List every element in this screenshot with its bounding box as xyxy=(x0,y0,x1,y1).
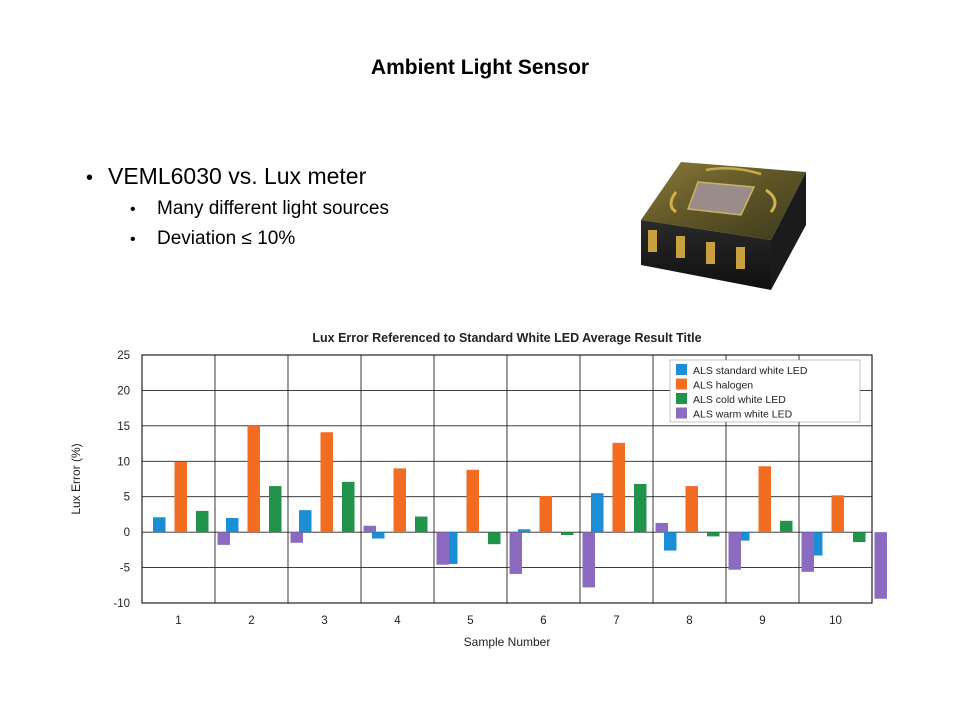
legend-label: ALS halogen xyxy=(693,380,753,392)
x-tick-label: 7 xyxy=(613,615,619,627)
bar xyxy=(831,495,844,533)
bar xyxy=(153,517,166,533)
bar xyxy=(685,486,698,533)
bullet-item: • VEML6030 vs. Lux meter xyxy=(86,163,389,190)
bar xyxy=(591,493,604,533)
legend-swatch xyxy=(676,364,687,375)
legend-label: ALS warm white LED xyxy=(693,409,793,421)
bar xyxy=(655,522,668,533)
x-axis-label: Sample Number xyxy=(464,635,551,649)
y-tick-label: 20 xyxy=(117,385,130,397)
y-tick-label: 25 xyxy=(117,350,130,362)
sub-bullet-item: • Many different light sources xyxy=(130,198,389,220)
legend-swatch xyxy=(676,407,687,419)
bar xyxy=(320,432,333,533)
bar xyxy=(466,469,479,533)
y-axis-label: Lux Error (%) xyxy=(69,443,83,514)
legend-label: ALS cold white LED xyxy=(693,394,786,406)
x-tick-label: 9 xyxy=(759,615,765,627)
y-tick-label: 15 xyxy=(117,421,130,433)
y-tick-label: 5 xyxy=(124,492,130,504)
bar xyxy=(707,532,720,537)
bullet-text: VEML6030 vs. Lux meter xyxy=(108,163,367,189)
sub-bullet-item: • Deviation ≤ 10% xyxy=(130,228,389,250)
sub-bullet-text: Many different light sources xyxy=(157,198,389,219)
bullet-dot: • xyxy=(130,201,136,218)
bar xyxy=(488,532,501,545)
bar xyxy=(801,532,814,572)
bar xyxy=(247,425,260,533)
bar xyxy=(664,532,677,551)
bar xyxy=(612,442,625,533)
bar xyxy=(561,532,574,535)
bar xyxy=(509,532,522,574)
x-tick-label: 2 xyxy=(248,615,254,627)
lux-error-chart: Lux Error Referenced to Standard White L… xyxy=(60,320,890,665)
x-tick-label: 10 xyxy=(829,615,842,627)
bar xyxy=(342,481,355,533)
legend-swatch xyxy=(676,393,687,404)
y-tick-label: -5 xyxy=(120,563,130,575)
bar xyxy=(582,532,595,588)
x-tick-label: 6 xyxy=(540,615,546,627)
legend-box xyxy=(669,359,861,423)
legend-swatch xyxy=(676,378,687,390)
bar xyxy=(299,510,312,533)
x-tick-label: 8 xyxy=(686,615,692,627)
sensor-chip-image xyxy=(636,150,811,305)
bar xyxy=(737,532,750,541)
bar xyxy=(217,532,230,545)
bar xyxy=(780,520,793,533)
bar xyxy=(415,516,428,533)
y-tick-label: -10 xyxy=(113,598,130,610)
bar xyxy=(393,468,406,533)
slide-title: Ambient Light Sensor xyxy=(370,56,590,79)
bar xyxy=(853,532,866,543)
chart-title: Lux Error Referenced to Standard White L… xyxy=(312,331,701,345)
bar xyxy=(226,517,239,533)
bar xyxy=(758,466,771,533)
y-tick-label: 10 xyxy=(117,456,130,468)
bar xyxy=(174,461,187,533)
x-tick-label: 3 xyxy=(321,615,327,627)
y-tick-label: 0 xyxy=(124,527,130,539)
bar xyxy=(436,532,449,565)
bullet-dot: • xyxy=(86,167,94,189)
x-tick-label: 4 xyxy=(394,615,401,627)
chart-svg: Lux Error Referenced to Standard White L… xyxy=(69,331,887,649)
bar xyxy=(518,529,531,533)
legend-label: ALS standard white LED xyxy=(693,365,808,377)
bar xyxy=(728,532,741,570)
sensor-chip-icon xyxy=(641,162,806,290)
bullet-list: • VEML6030 vs. Lux meter • Many differen… xyxy=(86,163,389,250)
bar xyxy=(196,510,209,533)
x-tick-label: 5 xyxy=(467,615,473,627)
sub-bullet-text: Deviation ≤ 10% xyxy=(157,228,296,249)
bar xyxy=(269,486,282,533)
bar xyxy=(372,532,385,539)
bar xyxy=(539,496,552,533)
bullet-dot: • xyxy=(130,231,136,248)
bar xyxy=(874,532,887,599)
x-tick-label: 1 xyxy=(175,615,181,627)
bar xyxy=(363,525,376,533)
bar xyxy=(290,532,303,543)
bar xyxy=(634,483,647,533)
